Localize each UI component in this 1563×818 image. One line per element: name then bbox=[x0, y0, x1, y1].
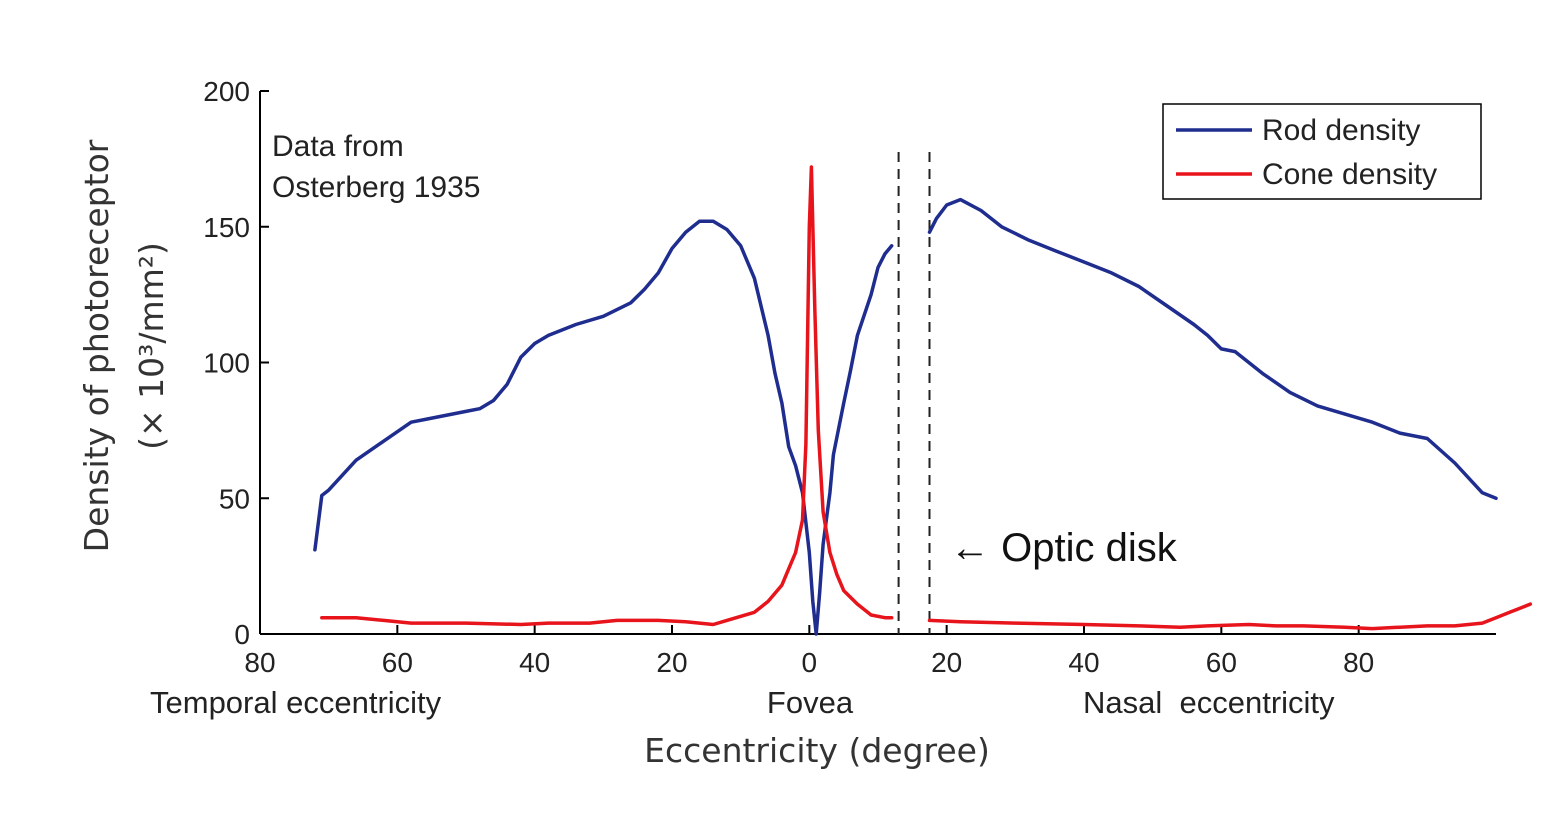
y-tick-label-0: 0 bbox=[234, 619, 250, 650]
x-tick-label-0: 80 bbox=[244, 647, 275, 678]
x-tick-label-6: 40 bbox=[1068, 647, 1099, 678]
legend-label-cone: Cone density bbox=[1262, 158, 1437, 191]
optic-disk-markers bbox=[897, 152, 931, 634]
y-axis-title-line-2: (× 10³/mm²) bbox=[132, 242, 171, 450]
legend: Rod density Cone density bbox=[1162, 103, 1482, 200]
x-tick-label-1: 60 bbox=[382, 647, 413, 678]
cone-density-line-segment-1 bbox=[927, 602, 1533, 631]
y-axis-title-line-1: Density of photoreceptor bbox=[77, 139, 116, 552]
optic-disk-label: ← Optic disk bbox=[950, 526, 1178, 570]
x-tick-label-3: 20 bbox=[656, 647, 687, 678]
fovea-label: Fovea bbox=[767, 685, 854, 720]
annotation-line-1: Data from bbox=[272, 130, 404, 163]
legend-box bbox=[1162, 103, 1482, 200]
x-ticks: 80 60 40 20 0 20 40 60 80 bbox=[244, 625, 1374, 678]
x-tick-label-2: 40 bbox=[519, 647, 550, 678]
nasal-eccentricity-label: Nasal eccentricity bbox=[1083, 685, 1335, 720]
rod-density-line-segment-1 bbox=[927, 197, 1498, 501]
y-tick-label-100: 100 bbox=[203, 348, 250, 379]
x-tick-label-4: 0 bbox=[802, 647, 818, 678]
y-tick-label-50: 50 bbox=[219, 483, 250, 514]
y-tick-label-150: 150 bbox=[203, 212, 250, 243]
y-ticks: 0 50 100 150 200 bbox=[203, 76, 269, 650]
x-tick-label-8: 80 bbox=[1343, 647, 1374, 678]
x-axis-title: Eccentricity (degree) bbox=[644, 731, 990, 770]
x-tick-label-5: 20 bbox=[931, 647, 962, 678]
rod-density-line-segment-0 bbox=[313, 219, 894, 636]
annotation-line-2: Osterberg 1935 bbox=[272, 171, 480, 204]
series-group bbox=[313, 165, 1533, 636]
legend-label-rod: Rod density bbox=[1262, 114, 1420, 147]
x-tick-label-7: 60 bbox=[1206, 647, 1237, 678]
temporal-eccentricity-label: Temporal eccentricity bbox=[150, 685, 442, 720]
y-tick-label-200: 200 bbox=[203, 76, 250, 107]
cone-density-line-segment-0 bbox=[320, 165, 894, 627]
